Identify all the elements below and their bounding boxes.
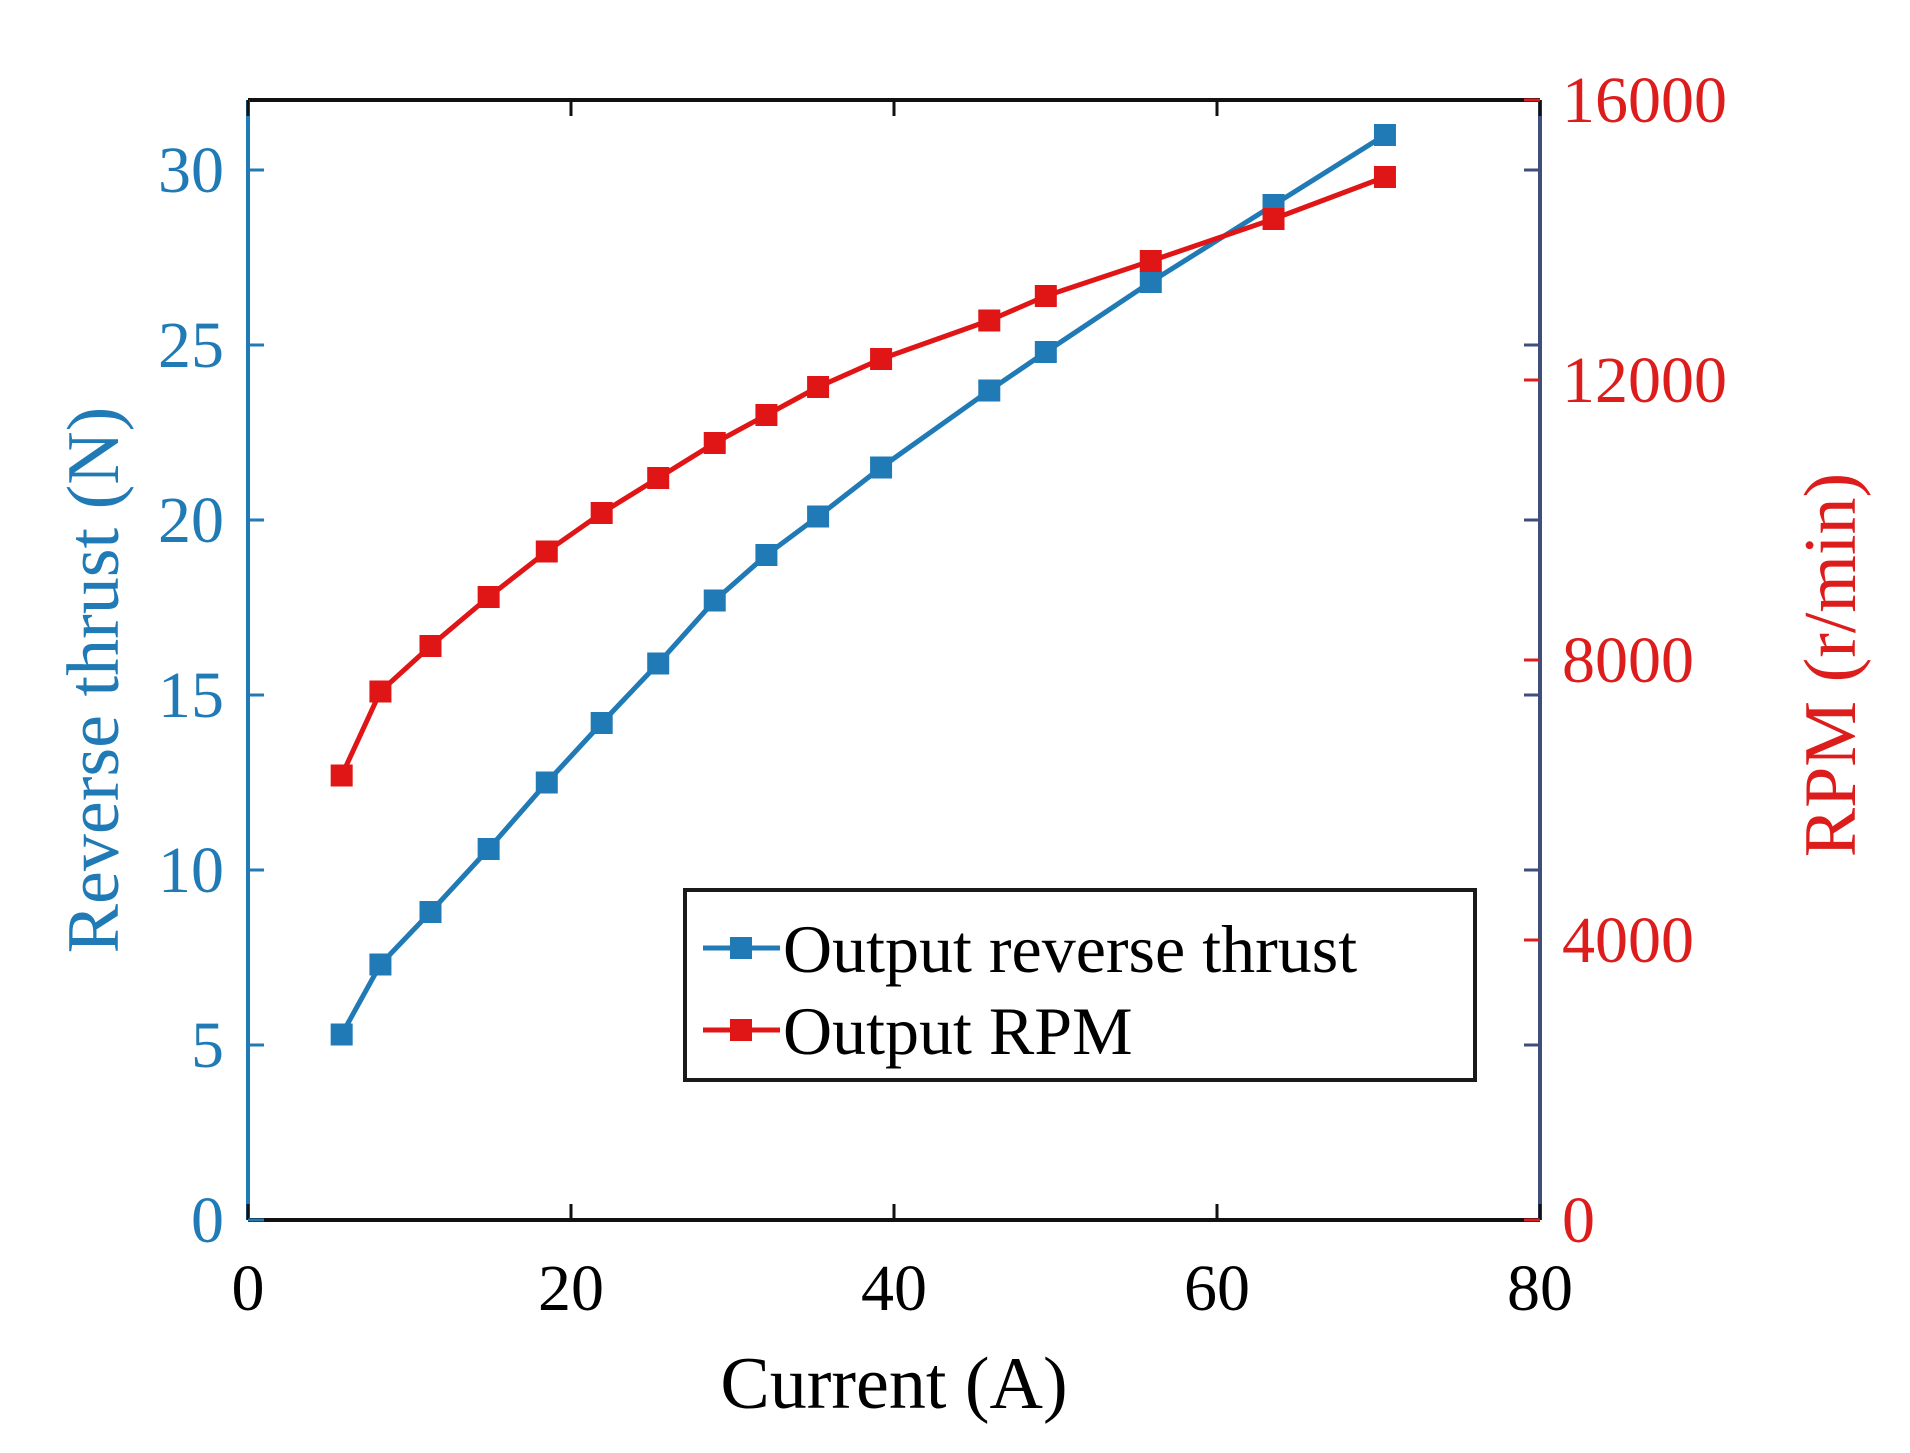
rpm-data-point — [535, 540, 558, 563]
legend-marker-rpm — [730, 1019, 752, 1041]
thrust-data-point — [807, 505, 830, 528]
thrust-data-point — [369, 953, 392, 976]
y-right-tick-label: 4000 — [1562, 904, 1694, 977]
thrust-data-point — [978, 379, 1001, 402]
rpm-data-point — [647, 467, 670, 489]
rpm-data-point — [1034, 285, 1057, 307]
rpm-data-point — [755, 404, 778, 426]
rpm-data-point — [330, 764, 353, 787]
rpm-data-point — [419, 635, 442, 657]
y-right-tick-label: 8000 — [1562, 624, 1694, 697]
legend: Output reverse thrust Output RPM — [683, 888, 1477, 1082]
x-tick-label: 60 — [1184, 1252, 1250, 1325]
thrust-data-point — [330, 1023, 353, 1046]
thrust-data-point — [647, 652, 670, 675]
rpm-data-point — [807, 376, 830, 398]
legend-label-rpm: Output RPM — [783, 993, 1133, 1069]
x-tick-label: 40 — [861, 1252, 927, 1325]
rpm-data-point — [1373, 166, 1396, 188]
y-left-tick-label: 0 — [191, 1184, 224, 1257]
x-tick-label: 20 — [538, 1252, 604, 1325]
thrust-data-point — [477, 838, 500, 860]
rpm-data-point — [703, 432, 726, 454]
x-tick-label: 0 — [232, 1252, 265, 1325]
thrust-data-point — [590, 712, 613, 734]
rpm-data-point — [369, 680, 392, 703]
legend-box — [683, 888, 1477, 1082]
y-left-tick-label: 5 — [191, 1009, 224, 1082]
thrust-data-point — [870, 456, 893, 479]
rpm-data-point — [978, 309, 1001, 332]
thrust-data-point — [1373, 124, 1396, 146]
y-left-tick-label: 15 — [158, 659, 224, 732]
y-left-tick-label: 25 — [158, 309, 224, 382]
thrust-data-point — [535, 771, 558, 794]
x-tick-label: 80 — [1507, 1252, 1573, 1325]
series-layer — [330, 124, 1396, 1046]
thrust-series-line — [339, 132, 1387, 1036]
rpm-data-point — [477, 586, 500, 608]
y-axis-left-title: Reverse thrust (N) — [53, 407, 135, 954]
thrust-data-point — [419, 901, 442, 923]
x-axis-title: Current (A) — [720, 1343, 1067, 1425]
thrust-data-point — [703, 589, 726, 612]
rpm-data-point — [1139, 250, 1162, 272]
thrust-data-point — [1034, 341, 1057, 363]
legend-label-thrust: Output reverse thrust — [783, 911, 1357, 987]
rpm-data-point — [1262, 208, 1285, 230]
rpm-data-point — [870, 348, 893, 370]
y-right-tick-label: 12000 — [1562, 344, 1727, 417]
thrust-data-point — [755, 544, 778, 566]
thrust-data-point — [1139, 271, 1162, 293]
rpm-series-line — [339, 174, 1386, 777]
y-left-tick-label: 20 — [158, 484, 224, 557]
y-axis-right-title: RPM (r/min) — [1790, 473, 1872, 857]
y-right-tick-label: 16000 — [1562, 64, 1727, 137]
legend-marker-thrust — [730, 937, 752, 959]
y-left-tick-label: 30 — [158, 134, 224, 207]
rpm-data-point — [590, 502, 613, 524]
y-left-tick-label: 10 — [158, 834, 224, 907]
y-right-tick-label: 0 — [1562, 1184, 1595, 1257]
